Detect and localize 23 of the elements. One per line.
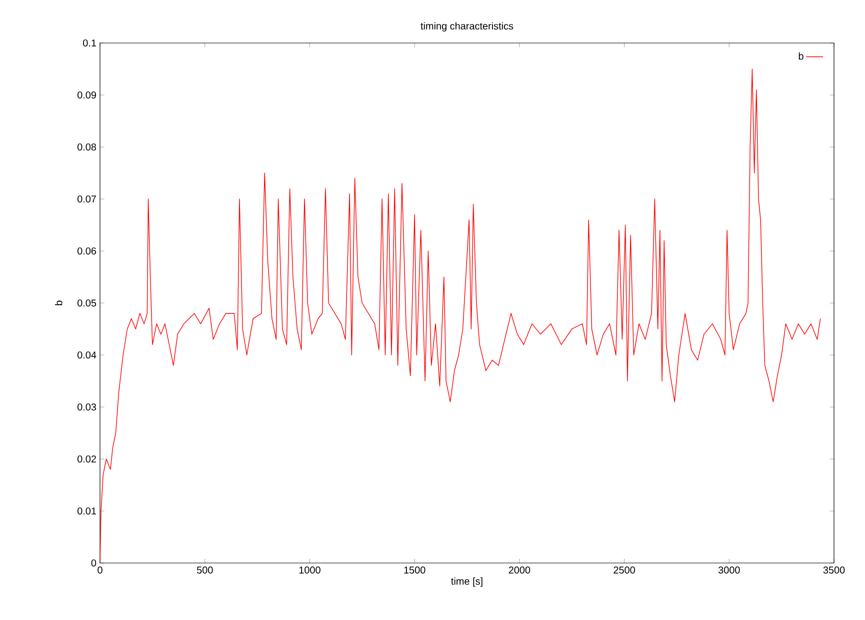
- chart-title: timing characteristics: [420, 22, 514, 32]
- x-tick-label: 2500: [614, 566, 635, 574]
- y-axis-title: b: [54, 300, 62, 306]
- x-tick-label: 3500: [823, 566, 845, 574]
- y-tick-label: 0.06: [77, 247, 96, 255]
- y-tick-label: 0.07: [77, 195, 96, 203]
- y-tick-label: 0.08: [77, 143, 96, 151]
- x-tick-label: 1500: [404, 566, 426, 574]
- x-tick-label: 0: [98, 566, 102, 574]
- x-tick-label: 1000: [299, 566, 320, 574]
- x-tick-label: 3000: [718, 566, 740, 574]
- y-tick-label: 0.1: [83, 39, 96, 47]
- y-tick-label: 0.04: [77, 351, 96, 359]
- y-tick-label: 0.01: [77, 507, 96, 515]
- y-tick-label: 0.05: [77, 299, 96, 307]
- y-tick-label: 0.09: [77, 91, 96, 99]
- y-tick-label: 0.03: [77, 403, 96, 411]
- y-tick-label: 0.02: [77, 455, 96, 463]
- y-tick-label: 0: [91, 559, 96, 567]
- x-axis-title: time [s]: [451, 577, 482, 587]
- x-tick-label: 2000: [508, 566, 530, 574]
- legend-label: b: [798, 52, 804, 60]
- x-tick-label: 500: [196, 566, 213, 574]
